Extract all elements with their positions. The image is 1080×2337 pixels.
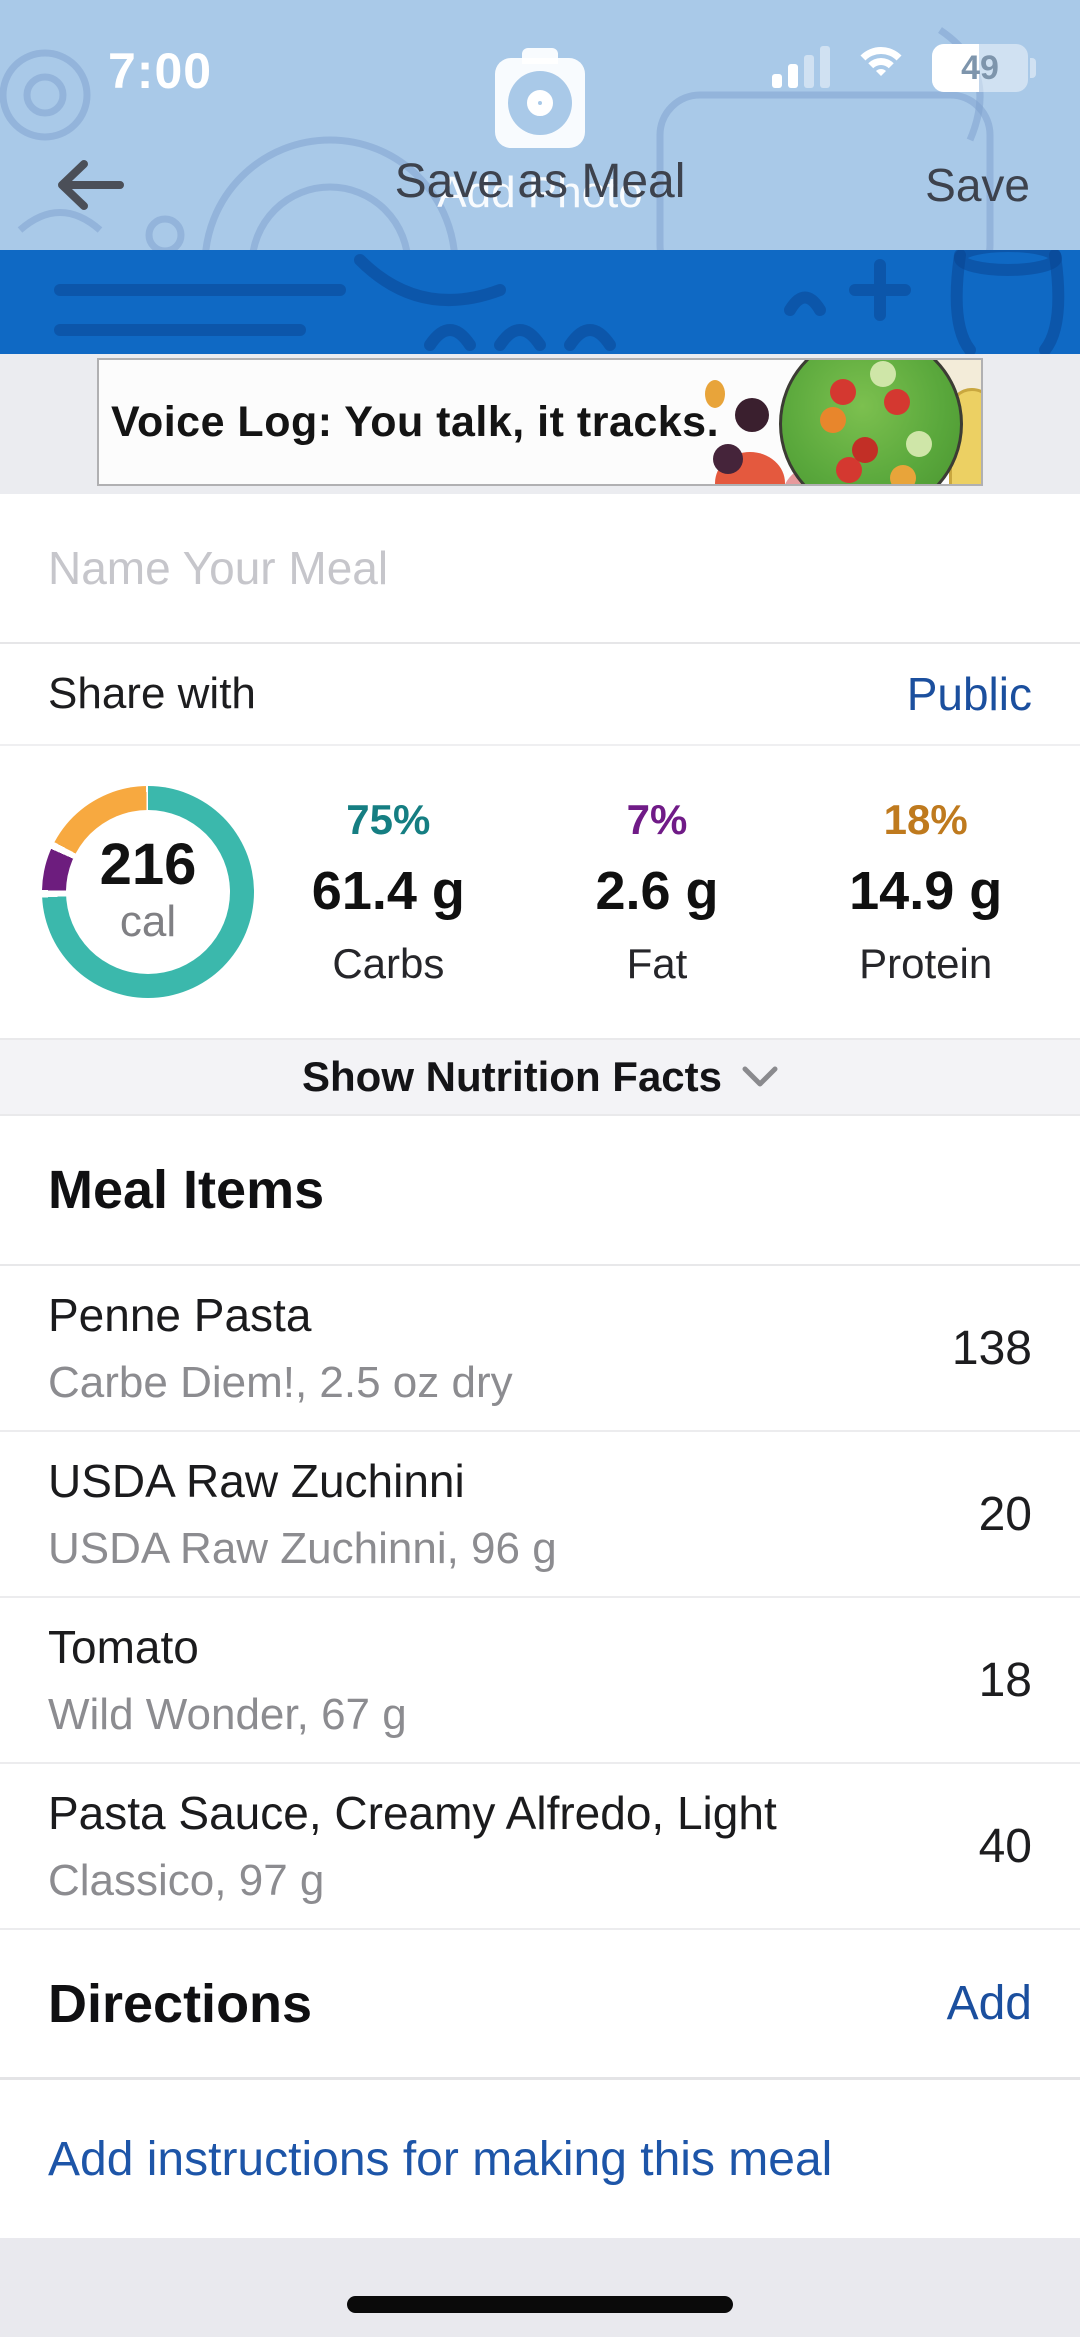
ad-strip: Voice Log: You talk, it tracks.: [0, 354, 1080, 494]
ad-banner[interactable]: Voice Log: You talk, it tracks.: [97, 358, 983, 486]
add-photo-label[interactable]: Add Photo: [437, 168, 643, 217]
directions-header: Directions Add: [0, 1930, 1080, 2080]
meal-item-row[interactable]: Penne Pasta Carbe Diem!, 2.5 oz dry 138: [0, 1266, 1080, 1432]
share-with-row[interactable]: Share with Public: [0, 644, 1080, 746]
meal-item-detail: Wild Wonder, 67 g: [48, 1690, 407, 1739]
macro-percent: 7%: [626, 796, 688, 843]
cellular-signal-icon: [772, 46, 830, 88]
calorie-donut-chart: 216 cal: [42, 786, 254, 998]
add-instructions-link[interactable]: Add instructions for making this meal: [48, 2132, 833, 2186]
macro-value: 14.9 g: [849, 861, 1003, 921]
macro-column: 18% 14.9 g Protein: [791, 796, 1060, 988]
nutrition-summary: 216 cal 75% 61.4 g Carbs 7% 2.6 g Fat 18…: [0, 746, 1080, 1038]
bottom-bar: [0, 2238, 1080, 2337]
meal-item-detail: USDA Raw Zuchinni, 96 g: [48, 1524, 557, 1573]
meal-item-row[interactable]: Tomato Wild Wonder, 67 g 18: [0, 1598, 1080, 1764]
ad-carrot-image: [705, 380, 725, 408]
macro-label: Protein: [859, 940, 993, 987]
ad-salad-bowl-image: [779, 360, 963, 484]
food-doodle-band-icon: [54, 250, 1065, 354]
meal-name-row: [0, 494, 1080, 644]
meal-item-name: Tomato: [48, 1621, 199, 1673]
meal-item-calories: 138: [951, 1321, 1032, 1375]
battery-percent: 49: [961, 48, 999, 87]
macro-column: 7% 2.6 g Fat: [523, 796, 792, 988]
macro-percent: 18%: [883, 796, 968, 843]
navigation-bar: Save as Meal Save: [0, 148, 1080, 224]
meal-item-detail: Classico, 97 g: [48, 1856, 325, 1905]
meal-item-name: USDA Raw Zuchinni: [48, 1455, 465, 1507]
status-bar: 7:00 49: [0, 36, 1080, 99]
meal-item-detail: Carbe Diem!, 2.5 oz dry: [48, 1358, 513, 1407]
ad-banner-text: Voice Log: You talk, it tracks.: [110, 397, 720, 446]
chevron-down-icon: [742, 1066, 778, 1087]
instructions-row: Add instructions for making this meal: [0, 2080, 1080, 2238]
macro-column: 75% 61.4 g Carbs: [254, 796, 523, 988]
meal-items-title: Meal Items: [48, 1160, 325, 1220]
meal-item-row[interactable]: USDA Raw Zuchinni USDA Raw Zuchinni, 96 …: [0, 1432, 1080, 1598]
page-title: Save as Meal: [394, 155, 686, 208]
macro-label: Carbs: [332, 940, 445, 987]
battery-icon: 49: [932, 44, 1036, 92]
meal-item-calories: 18: [978, 1653, 1032, 1707]
meal-item-name: Penne Pasta: [48, 1289, 312, 1341]
share-with-value[interactable]: Public: [906, 668, 1032, 720]
meal-photo-placeholder[interactable]: 7:00 49 Add Photo Save as Meal Save: [0, 0, 1080, 250]
macro-value: 2.6 g: [595, 861, 719, 921]
ad-cherry-image: [713, 444, 743, 474]
add-directions-button[interactable]: Add: [946, 1977, 1032, 2030]
calories-unit: cal: [119, 897, 177, 947]
meal-item-calories: 20: [978, 1487, 1032, 1541]
macro-value: 61.4 g: [311, 861, 465, 921]
meal-item-row[interactable]: Pasta Sauce, Creamy Alfredo, Light Class…: [0, 1764, 1080, 1930]
wifi-icon: [852, 47, 910, 89]
macro-percent: 75%: [346, 796, 431, 843]
meal-item-name: Pasta Sauce, Creamy Alfredo, Light: [48, 1787, 777, 1839]
meal-item-calories: 40: [978, 1819, 1032, 1873]
show-nutrition-facts-toggle[interactable]: Show Nutrition Facts: [0, 1038, 1080, 1116]
camera-icon: [495, 58, 585, 148]
calories-value: 216: [99, 832, 197, 898]
directions-title: Directions: [48, 1973, 313, 2034]
meal-items-list: Penne Pasta Carbe Diem!, 2.5 oz dry 138 …: [0, 1266, 1080, 1930]
share-with-label: Share with: [48, 669, 256, 718]
status-time: 7:00: [108, 43, 213, 99]
meal-photo-band: [0, 250, 1080, 354]
macro-columns: 75% 61.4 g Carbs 7% 2.6 g Fat 18% 14.9 g…: [254, 796, 1060, 988]
meal-items-header: Meal Items: [0, 1116, 1080, 1266]
save-button[interactable]: Save: [925, 159, 1030, 211]
home-indicator[interactable]: [347, 2296, 733, 2313]
show-nutrition-facts-label: Show Nutrition Facts: [302, 1053, 722, 1100]
meal-name-input[interactable]: [48, 541, 1032, 595]
ad-cherry-image: [735, 398, 769, 432]
macro-label: Fat: [626, 940, 688, 987]
back-button[interactable]: [54, 158, 126, 212]
